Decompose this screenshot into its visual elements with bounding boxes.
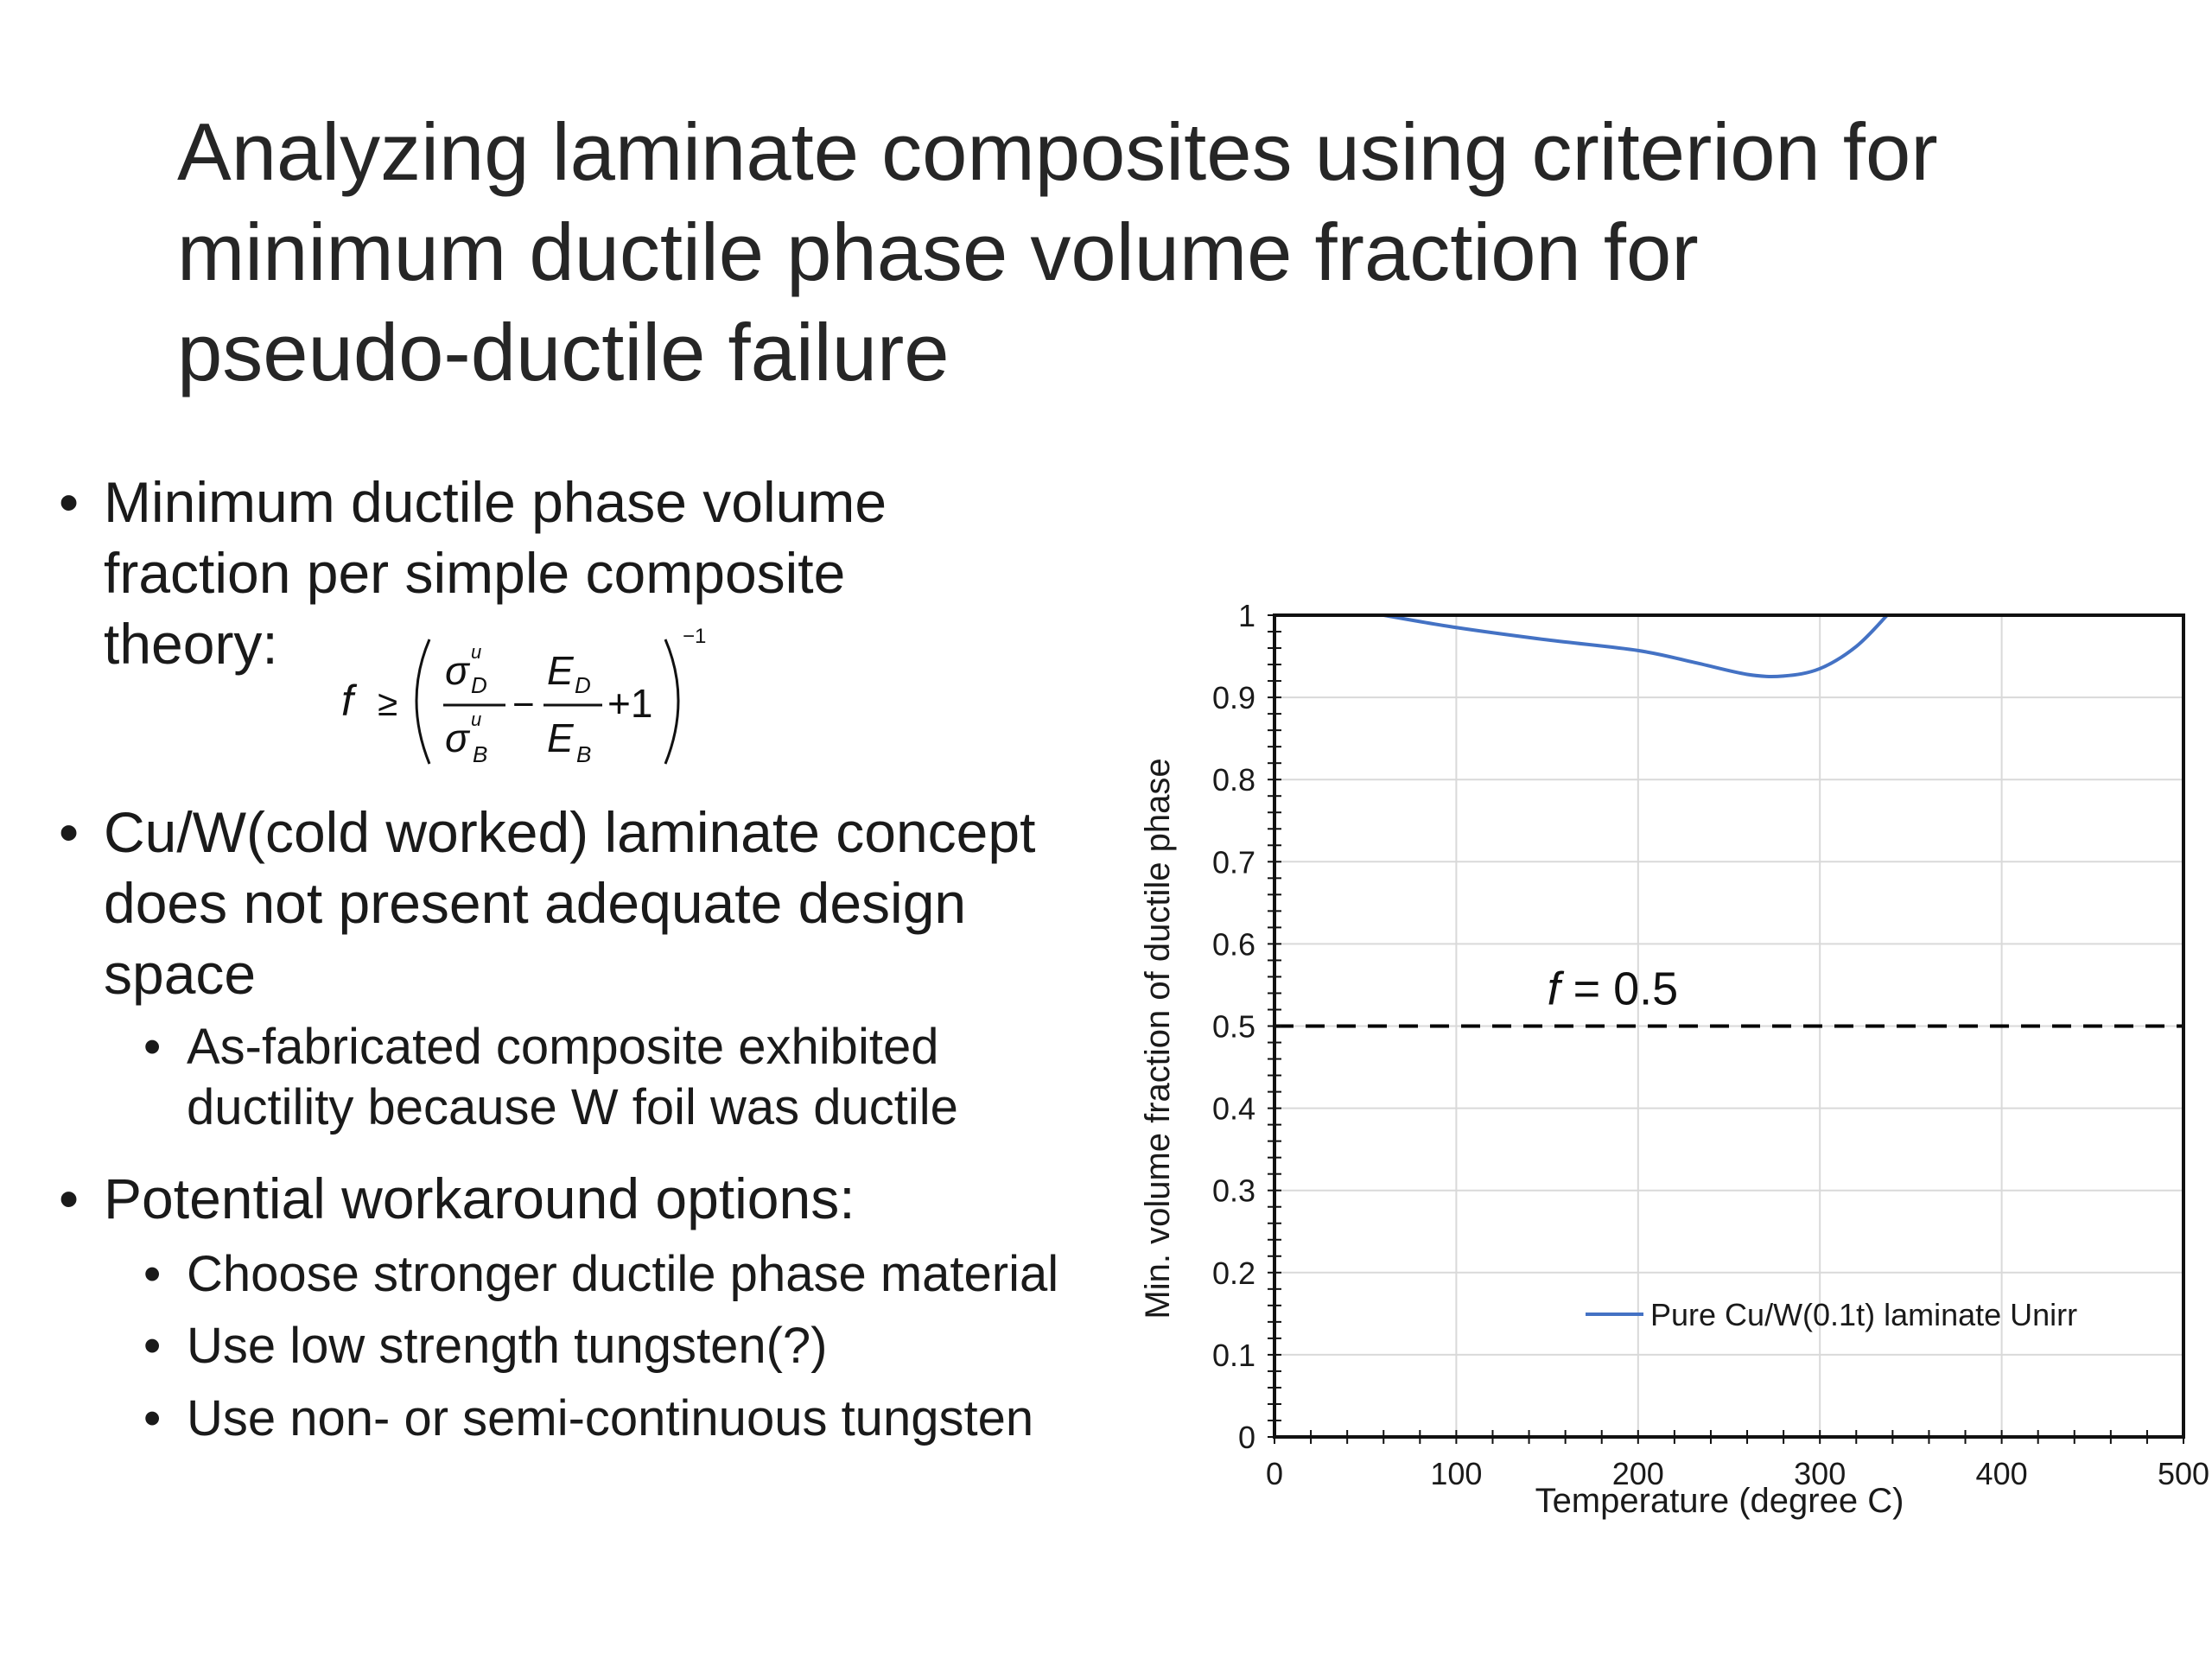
annotation-value: = 0.5	[1560, 963, 1679, 1015]
x-tick-label: 500	[2158, 1456, 2209, 1491]
tick-labels: 0 100 200 300 400 500 0 0.1 0.2 0.3 0.4 0.5 0.6 0.7 0.…	[1212, 598, 2209, 1491]
y-axis-label: Min. volume fraction of ductile phase	[1139, 758, 1177, 1319]
formula-E-B: E	[547, 715, 575, 760]
sub-bullet-line: Use low strength tungsten(?)	[187, 1318, 828, 1374]
sub-bullet-marker: •	[143, 1318, 162, 1374]
bullet-line: Cu/W(cold worked) laminate concept	[104, 800, 1036, 864]
x-axis-label: Temperature (degree C)	[1535, 1482, 1904, 1520]
sub-bullet-line: Use non- or semi-continuous tungsten	[187, 1390, 1034, 1446]
slide-title: Analyzing laminate composites using crit…	[177, 102, 2121, 403]
sub-bullet-line: As-fabricated composite exhibited	[187, 1019, 939, 1075]
bullet-line: Potential workaround options:	[104, 1166, 855, 1230]
formula-E-D: E	[547, 648, 575, 693]
formula-relation: ≥	[378, 683, 397, 723]
formula-sup-u: u	[471, 641, 481, 663]
formula-plus-one: +1	[607, 681, 652, 726]
bullet-line: fraction per simple composite	[104, 541, 846, 605]
formula-sigma-D: σ	[445, 648, 471, 693]
y-tick-label: 0.5	[1212, 1009, 1255, 1045]
formula-sub-D: D	[575, 672, 591, 698]
bullet-line: space	[104, 942, 257, 1006]
sub-bullet-marker: •	[143, 1390, 162, 1446]
x-tick-label: 200	[1612, 1456, 1664, 1491]
formula-sub-B: B	[576, 741, 591, 767]
y-tick-label: 0.2	[1212, 1255, 1255, 1291]
formula-left-paren	[415, 639, 431, 765]
bullet-marker: •	[59, 470, 79, 534]
bullet-line: Minimum ductile phase volume	[104, 470, 887, 534]
formula-sub-B: B	[473, 741, 487, 767]
y-tick-label: 0.4	[1212, 1091, 1255, 1127]
y-tick-label: 0.7	[1212, 844, 1255, 880]
x-tick-label: 400	[1976, 1456, 2028, 1491]
formula-sigma-B: σ	[445, 715, 471, 760]
formula-f: f	[341, 677, 358, 725]
formula-sub-D: D	[471, 672, 487, 698]
chart-legend: Pure Cu/W(0.1t) laminate Unirr	[1586, 1297, 2077, 1332]
legend-label: Pure Cu/W(0.1t) laminate Unirr	[1650, 1297, 2077, 1332]
sub-bullet-marker: •	[143, 1019, 162, 1075]
x-tick-label: 100	[1430, 1456, 1482, 1491]
sub-bullet-line: Choose stronger ductile phase material	[187, 1246, 1059, 1302]
series-layer	[1382, 613, 1889, 678]
bullet-marker: •	[59, 1166, 79, 1230]
bullet-marker: •	[59, 800, 79, 864]
x-tick-label: 0	[1266, 1456, 1283, 1491]
f-equals-annotation: f = 0.5	[1548, 963, 1679, 1015]
title-line: Analyzing laminate composites using crit…	[177, 106, 1938, 197]
formula-sup-u: u	[471, 709, 481, 730]
title-line: pseudo-ductile failure	[177, 307, 950, 397]
y-tick-label: 0.9	[1212, 680, 1255, 715]
y-tick-label: 0.8	[1212, 762, 1255, 798]
sub-bullet-marker: •	[143, 1246, 162, 1302]
y-tick-label: 0.6	[1212, 926, 1255, 962]
x-tick-label: 300	[1794, 1456, 1846, 1491]
formula-right-paren	[664, 639, 680, 765]
y-tick-label: 0.1	[1212, 1338, 1255, 1373]
chart-axes	[1268, 613, 2185, 1444]
annotation-f: f	[1548, 963, 1565, 1015]
y-tick-label: 0.3	[1212, 1173, 1255, 1209]
series-line	[1382, 613, 1889, 678]
y-tick-label: 1	[1238, 598, 1255, 633]
formula-exponent: −1	[683, 625, 706, 648]
bullet-line: does not present adequate design	[104, 871, 967, 935]
y-tick-label: 0	[1238, 1420, 1255, 1455]
bullet-line: theory:	[104, 612, 278, 676]
title-line: minimum ductile phase volume fraction fo…	[177, 207, 1699, 297]
sub-bullet-line: ductility because W foil was ductile	[187, 1079, 958, 1135]
min-volume-fraction-formula: f ≥ σ u D σ u B − E D E B +1 −1	[341, 625, 706, 767]
formula-minus: −	[512, 683, 535, 726]
ductile-phase-chart: 0 100 200 300 400 500 0 0.1 0.2 0.3 0.4 0.5 0.6 0.7 0.…	[1139, 598, 2209, 1520]
